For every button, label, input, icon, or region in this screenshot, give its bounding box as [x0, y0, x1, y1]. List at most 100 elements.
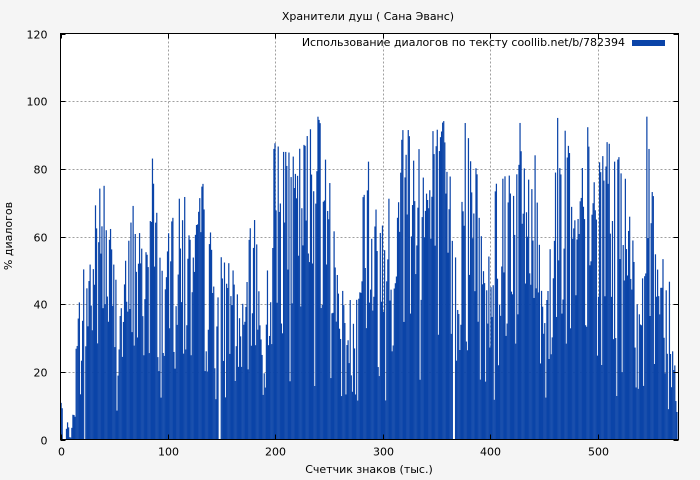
bar	[148, 353, 150, 440]
bar	[376, 251, 378, 440]
bar	[101, 226, 103, 440]
bar	[568, 153, 571, 440]
bar	[661, 287, 663, 440]
bar	[580, 197, 582, 440]
bar	[543, 333, 545, 440]
bar	[648, 148, 650, 440]
bar	[584, 325, 587, 440]
bar	[202, 183, 204, 440]
bar	[129, 309, 131, 440]
bar	[418, 149, 420, 440]
bar	[609, 233, 611, 440]
bar	[275, 210, 277, 440]
bar	[450, 333, 452, 440]
bar	[343, 305, 345, 440]
bar	[210, 249, 213, 440]
bar	[574, 220, 576, 440]
bar	[637, 388, 639, 440]
x-tick-label: 100	[158, 446, 179, 459]
bar	[314, 386, 316, 440]
bar	[309, 129, 312, 440]
bar	[348, 363, 350, 440]
bar	[373, 296, 375, 440]
bar	[191, 292, 193, 440]
bar	[201, 186, 203, 440]
bar	[540, 290, 543, 440]
bar	[565, 343, 567, 440]
bar	[86, 288, 88, 440]
bar	[659, 314, 661, 440]
bar	[126, 301, 128, 440]
bar	[553, 240, 556, 440]
y-axis-label: % диалогов	[2, 202, 15, 270]
bar	[386, 281, 388, 440]
bar	[378, 376, 380, 440]
bar	[561, 313, 563, 440]
bar	[284, 222, 286, 440]
bar	[354, 394, 357, 440]
bar	[551, 337, 553, 440]
bar	[423, 237, 425, 440]
bar	[495, 183, 498, 440]
bar	[107, 321, 110, 440]
bar	[537, 292, 539, 440]
bar	[140, 263, 142, 440]
bar	[175, 306, 177, 440]
y-tick-label: 0	[41, 435, 48, 448]
bar	[60, 402, 62, 440]
bar	[174, 368, 176, 440]
bar	[235, 346, 237, 440]
bar	[555, 316, 558, 440]
bar	[476, 174, 478, 440]
y-tick-label: 20	[34, 367, 48, 380]
bar	[92, 269, 94, 440]
bar	[271, 344, 273, 440]
bar	[434, 245, 436, 440]
bar	[463, 225, 465, 440]
bar	[605, 166, 607, 440]
bar	[176, 324, 178, 440]
bar	[488, 256, 490, 440]
bar	[428, 208, 430, 440]
bar	[149, 221, 151, 440]
bar	[108, 239, 111, 440]
bar	[200, 232, 202, 440]
bar	[587, 127, 589, 440]
bar	[387, 259, 389, 440]
bar	[296, 175, 299, 440]
bar	[102, 308, 104, 440]
bar	[658, 296, 660, 440]
bar	[132, 205, 134, 440]
bar	[649, 316, 651, 440]
bar	[563, 248, 565, 440]
bar	[410, 236, 413, 440]
bar	[338, 328, 341, 440]
bar	[384, 250, 386, 440]
bar	[627, 230, 630, 440]
bar	[481, 284, 484, 440]
bar	[425, 193, 428, 440]
bar	[272, 248, 274, 440]
bar	[313, 191, 315, 440]
bar	[66, 422, 69, 440]
bar	[512, 195, 515, 440]
bar	[117, 375, 119, 440]
bar	[195, 224, 198, 440]
bar	[399, 231, 401, 440]
bar	[532, 240, 534, 440]
bar	[131, 332, 133, 440]
bar	[267, 345, 270, 440]
bar	[439, 137, 442, 440]
bar	[464, 123, 466, 440]
bar	[576, 239, 578, 440]
bar	[323, 200, 326, 440]
bar	[226, 283, 228, 440]
bar	[643, 385, 645, 440]
bar	[345, 394, 347, 440]
bar	[141, 248, 143, 440]
bar	[438, 151, 441, 440]
bar	[76, 345, 78, 440]
bar	[504, 176, 506, 440]
bar	[332, 312, 334, 440]
bar	[137, 263, 140, 440]
